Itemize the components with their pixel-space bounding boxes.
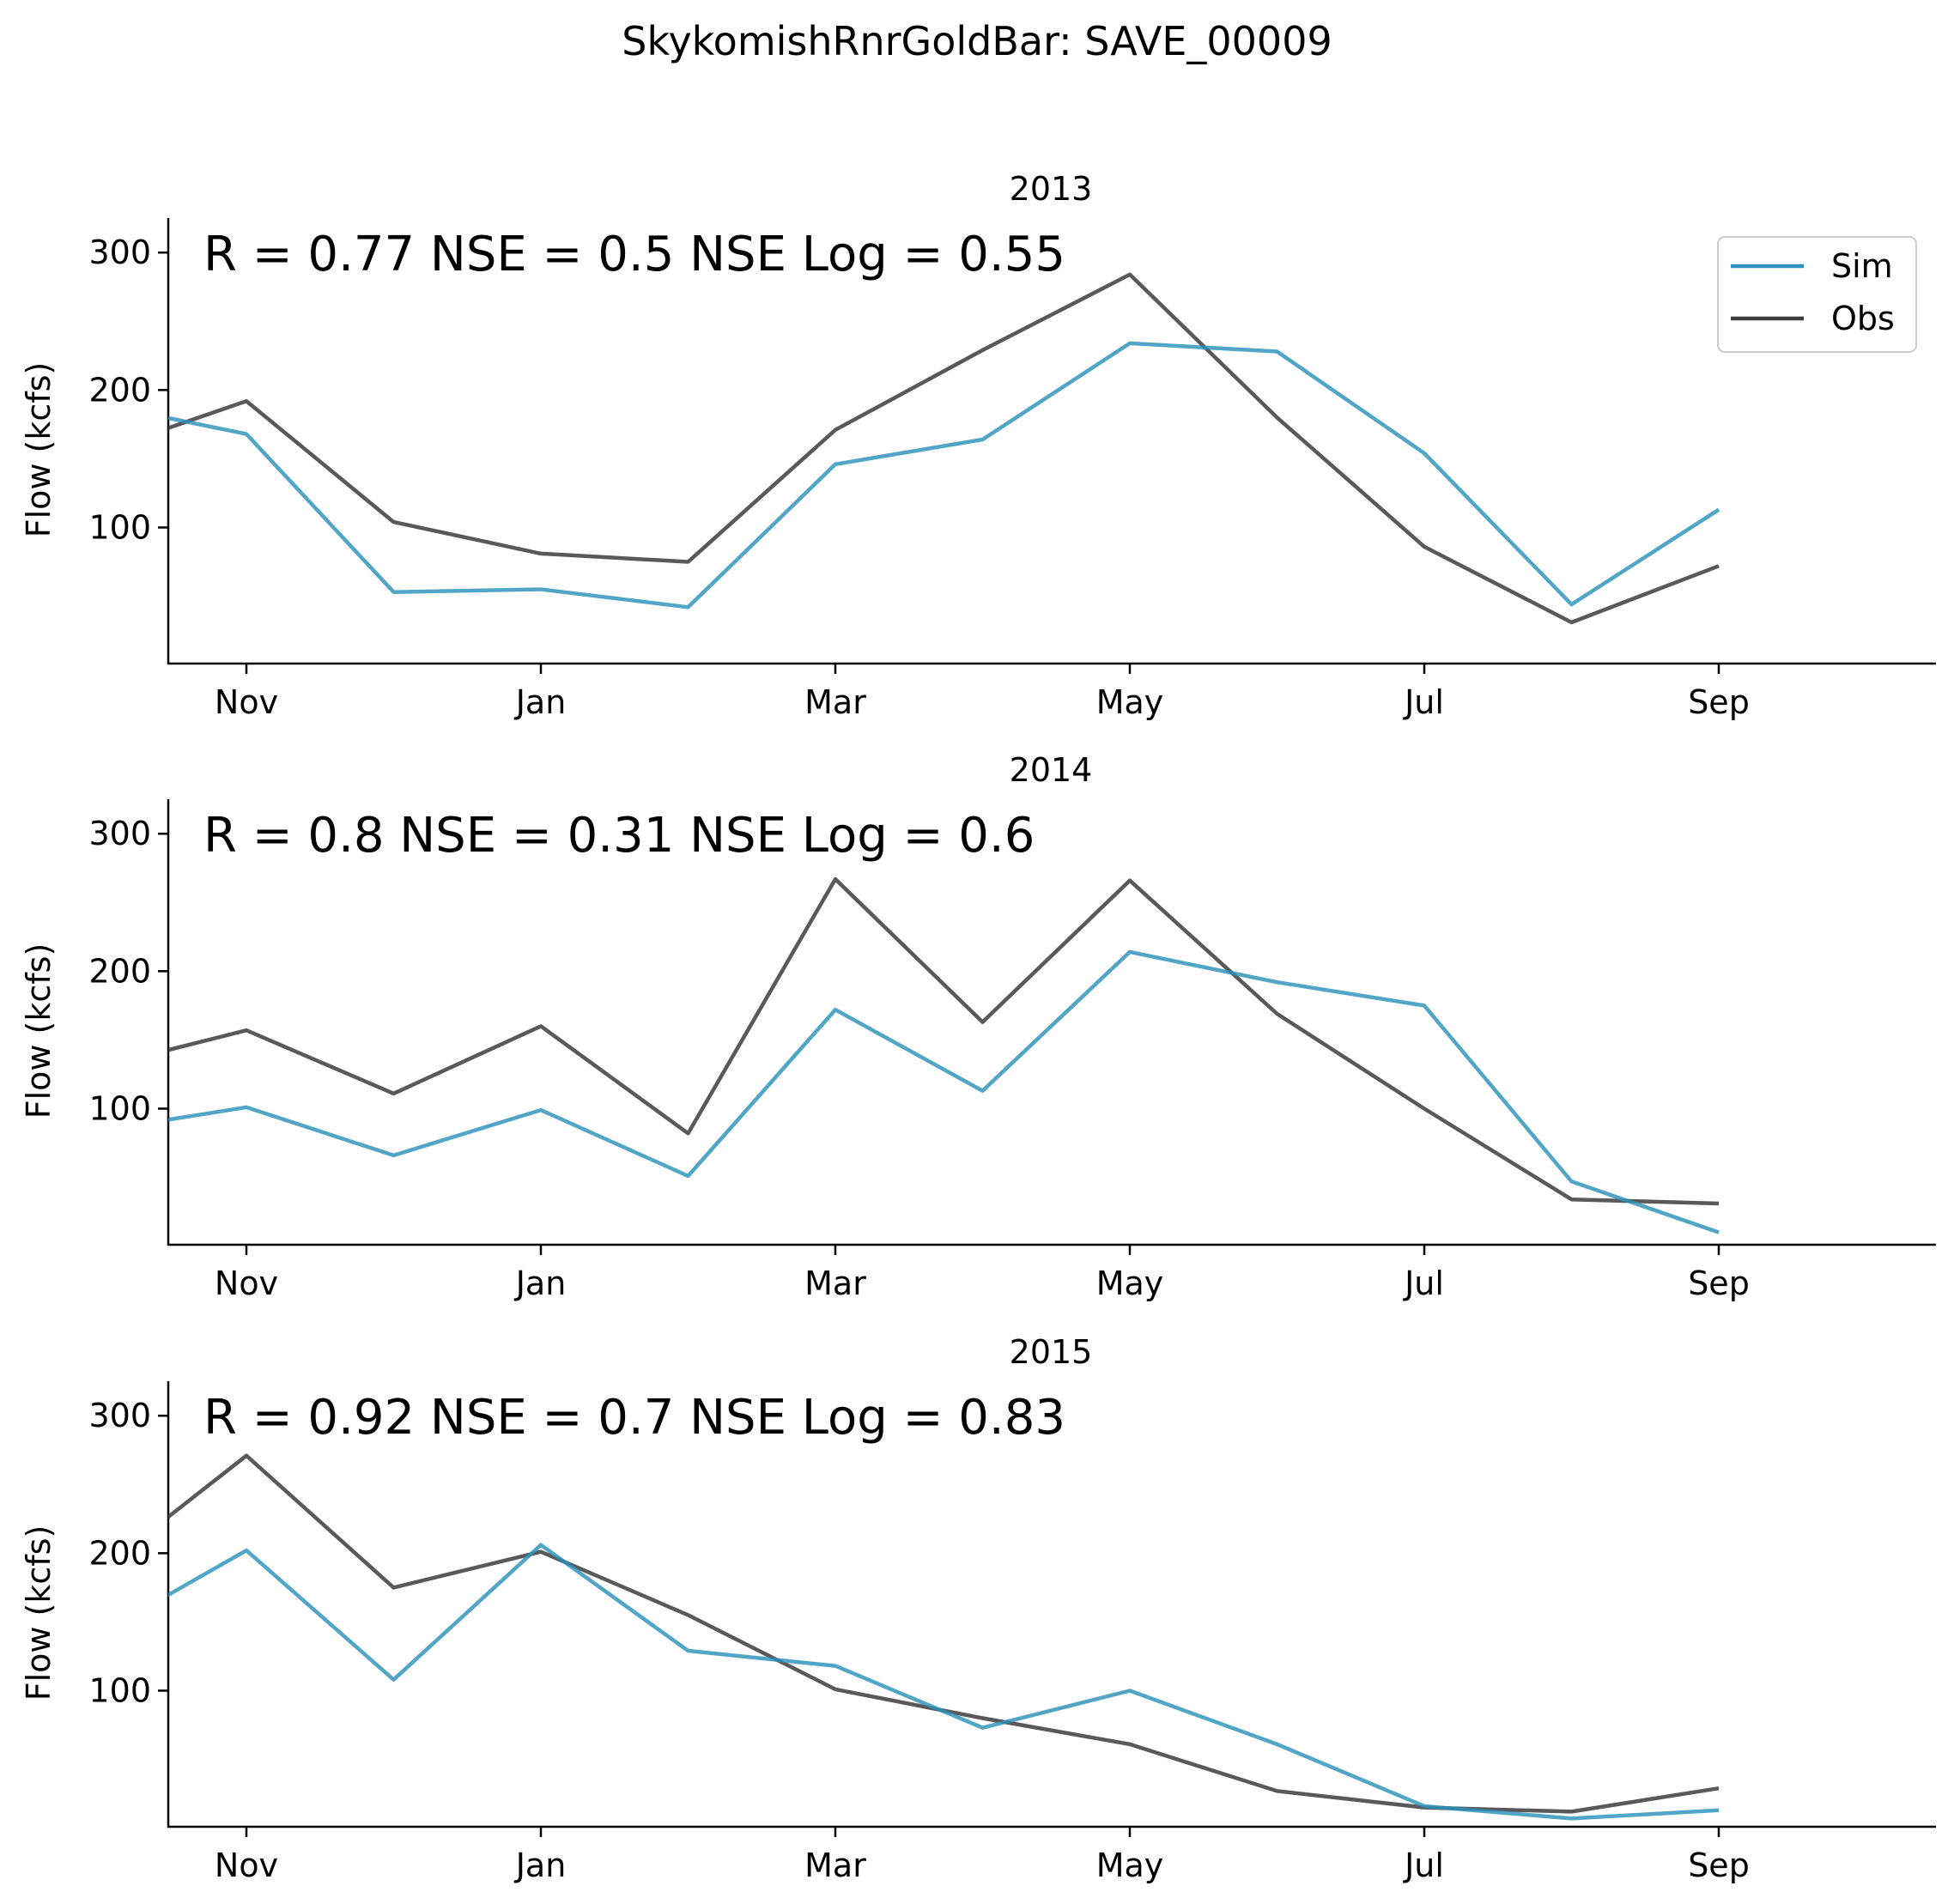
stats-annotation: R = 0.92 NSE = 0.7 NSE Log = 0.83 bbox=[203, 1390, 1065, 1446]
x-tick-label: May bbox=[1096, 683, 1164, 721]
panel-title: 2013 bbox=[1010, 170, 1093, 208]
panels: 2013 Flow (kcfs) 100 200 300 Nov Jan Mar May Jul S… bbox=[20, 170, 1936, 1884]
y-tick-label: 100 bbox=[88, 508, 151, 546]
series-line-sim bbox=[168, 341, 1720, 609]
legend-label-obs: Obs bbox=[1831, 300, 1895, 337]
x-tick-label: May bbox=[1096, 1264, 1164, 1302]
y-tick-label: 200 bbox=[88, 1534, 151, 1572]
y-tick-label: 300 bbox=[88, 815, 151, 852]
y-tick-label: 300 bbox=[88, 1397, 151, 1434]
series-line-obs bbox=[168, 876, 1720, 1206]
stats-annotation: R = 0.77 NSE = 0.5 NSE Log = 0.55 bbox=[203, 227, 1065, 282]
series-line-obs bbox=[168, 272, 1720, 625]
y-tick-label: 100 bbox=[88, 1671, 151, 1709]
y-tick-label: 200 bbox=[88, 952, 151, 990]
panel-title: 2014 bbox=[1010, 751, 1093, 789]
series-line-sim bbox=[168, 949, 1720, 1234]
x-tick-label: Jan bbox=[514, 683, 567, 721]
panel-2013: 2013 Flow (kcfs) 100 200 300 Nov Jan Mar May Jul S… bbox=[20, 170, 1936, 721]
x-tick-label: Jan bbox=[514, 1264, 567, 1302]
x-tick-label: Nov bbox=[215, 1264, 278, 1302]
figure-title: SkykomishRnrGoldBar: SAVE_00009 bbox=[622, 18, 1332, 64]
y-tick-label: 100 bbox=[88, 1089, 151, 1127]
x-tick-label: Mar bbox=[804, 1846, 866, 1884]
x-tick-label: Sep bbox=[1688, 683, 1750, 721]
y-axis-label: Flow (kcfs) bbox=[20, 943, 58, 1119]
stats-annotation: R = 0.8 NSE = 0.31 NSE Log = 0.6 bbox=[203, 808, 1035, 864]
panel-2014: 2014 Flow (kcfs) 100 200 300 Nov Jan Mar May Jul S… bbox=[20, 751, 1936, 1302]
x-tick-label: May bbox=[1096, 1846, 1164, 1884]
y-tick-label: 200 bbox=[88, 371, 151, 409]
x-tick-label: Nov bbox=[215, 683, 278, 721]
x-tick-label: Nov bbox=[215, 1846, 278, 1884]
legend-label-sim: Sim bbox=[1831, 247, 1893, 285]
y-axis-label: Flow (kcfs) bbox=[20, 362, 58, 538]
x-tick-label: Sep bbox=[1688, 1846, 1750, 1884]
x-tick-label: Jul bbox=[1403, 1264, 1444, 1302]
x-tick-label: Mar bbox=[804, 1264, 866, 1302]
x-tick-label: Mar bbox=[804, 683, 866, 721]
series-line-sim bbox=[168, 1543, 1720, 1821]
x-tick-label: Jan bbox=[514, 1846, 567, 1884]
x-tick-label: Jul bbox=[1403, 683, 1444, 721]
panel-2015: 2015 Flow (kcfs) 100 200 300 Nov Jan Mar May Jul S… bbox=[20, 1333, 1936, 1884]
x-tick-label: Jul bbox=[1403, 1846, 1444, 1884]
legend: Sim Obs bbox=[1717, 236, 1917, 353]
y-axis-label: Flow (kcfs) bbox=[20, 1525, 58, 1701]
y-tick-label: 300 bbox=[88, 233, 151, 271]
panel-title: 2015 bbox=[1010, 1333, 1093, 1371]
x-tick-label: Sep bbox=[1688, 1264, 1750, 1302]
